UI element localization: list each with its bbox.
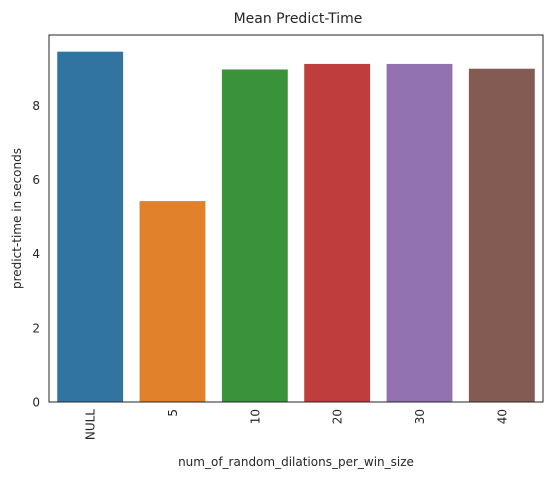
bars-group <box>57 51 535 403</box>
y-axis-label: predict-time in seconds <box>10 148 24 289</box>
x-tick-label: NULL <box>84 409 98 440</box>
bar-20 <box>304 63 371 403</box>
x-tick-label: 20 <box>331 409 345 424</box>
bar-10 <box>221 69 288 402</box>
x-tick-label: 30 <box>413 409 427 424</box>
x-tick-label: 5 <box>166 409 180 417</box>
x-axis-ticks: NULL 5 10 20 30 40 <box>84 409 510 440</box>
y-tick-label: 2 <box>32 321 40 335</box>
bar-null <box>57 51 124 403</box>
bar-30 <box>386 63 453 403</box>
bar-5 <box>139 201 206 402</box>
y-tick-label: 4 <box>32 247 40 261</box>
plot-frame <box>48 34 544 403</box>
x-tick-label: 40 <box>495 409 509 424</box>
bar-40 <box>468 68 535 402</box>
x-tick-label: 10 <box>248 409 262 424</box>
y-tick-label: 8 <box>32 99 40 113</box>
y-tick-label: 0 <box>32 396 40 410</box>
chart-title: Mean Predict-Time <box>234 11 363 27</box>
y-tick-label: 6 <box>32 173 40 187</box>
y-axis-ticks: 0 2 4 6 8 <box>32 99 40 410</box>
x-axis-label: num_of_random_dilations_per_win_size <box>178 455 414 469</box>
